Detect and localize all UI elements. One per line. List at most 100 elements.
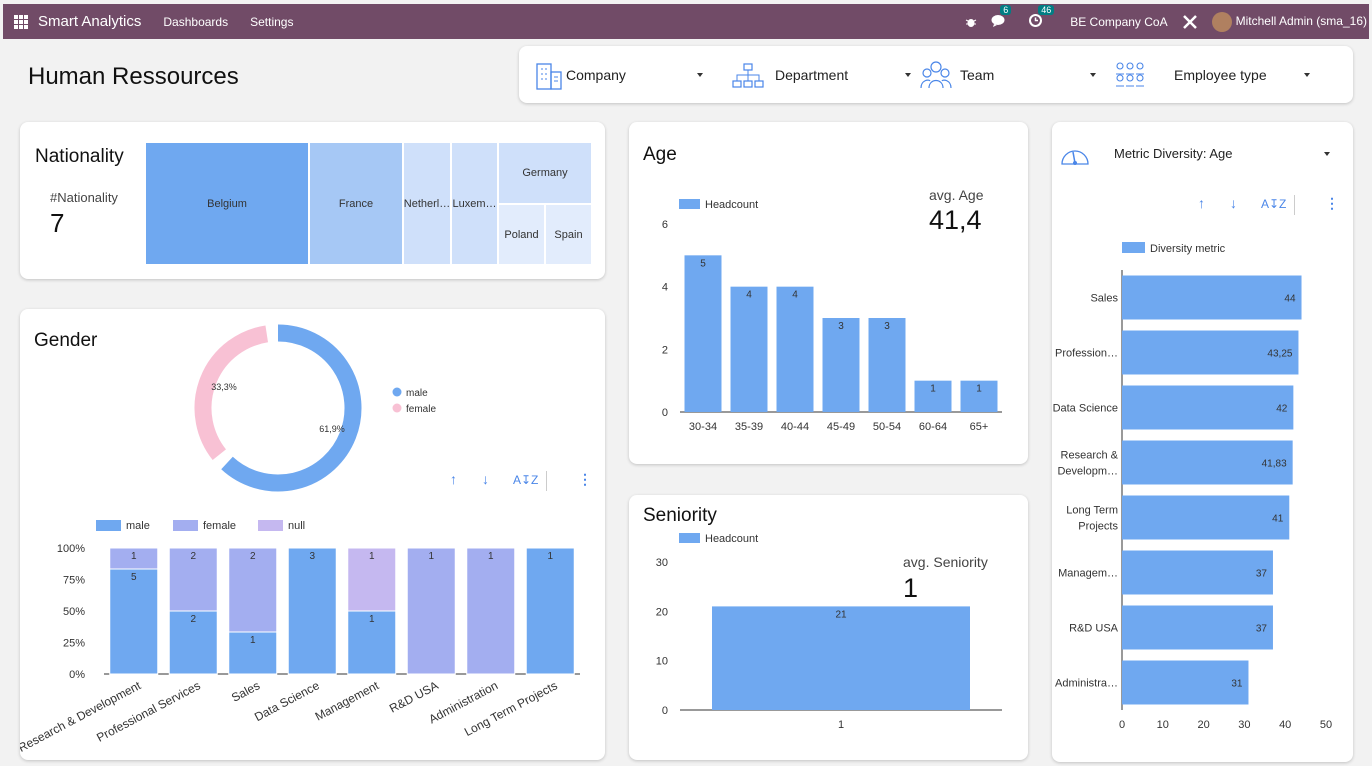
age-card: Age avg. Age 41,4 Headcount 0 2 4 6 5 30-34 4 35… xyxy=(629,122,1028,464)
bar xyxy=(822,318,860,412)
filter-department-label: Department xyxy=(775,67,849,83)
filter-department[interactable]: Department xyxy=(732,46,927,103)
tools-icon[interactable] xyxy=(1182,14,1198,30)
bar xyxy=(1122,275,1302,320)
filter-employee-type-label: Employee type xyxy=(1174,67,1267,83)
sort-alpha-icon[interactable]: A↧Z xyxy=(513,473,539,487)
y-tick-label: Managem… xyxy=(1058,568,1118,580)
y-tick-label: 30 xyxy=(656,557,668,569)
sort-descending-icon[interactable]: ↓ xyxy=(482,471,489,487)
stacked-bar-segment xyxy=(525,547,575,675)
divider xyxy=(546,471,547,491)
y-tick-label: 0% xyxy=(69,669,85,681)
x-tick-label: 40 xyxy=(1279,719,1291,731)
y-tick-label: Long Term Projects xyxy=(1066,505,1118,533)
filter-team[interactable]: Team xyxy=(920,46,1110,103)
treemap-cell[interactable]: Belgium xyxy=(145,142,309,265)
bar xyxy=(1122,605,1273,650)
bar-value-label: 41 xyxy=(1272,514,1284,525)
apps-menu-icon[interactable] xyxy=(14,14,28,29)
bar xyxy=(914,380,952,412)
app-name[interactable]: Smart Analytics xyxy=(38,13,142,30)
bar-value-label: 3 xyxy=(838,321,844,332)
y-tick-label: 0 xyxy=(662,705,668,717)
legend-label: Headcount xyxy=(705,199,758,211)
bar-value-label: 4 xyxy=(746,290,752,301)
debug-bug-icon[interactable] xyxy=(965,16,977,28)
sort-ascending-icon[interactable]: ↑ xyxy=(450,471,457,487)
x-tick-label: Management xyxy=(313,678,382,724)
treemap-cell[interactable]: Germany xyxy=(498,142,592,204)
bar-value-label: 1 xyxy=(488,551,494,562)
legend-label: male xyxy=(406,388,428,399)
gender-donut-chart: 61,9% 33,3% male female xyxy=(194,324,436,492)
gender-card: Gender 61,9% 33,3% male female ↑ ↓ A↧Z ⋮ ma… xyxy=(20,309,605,760)
people-grid-icon xyxy=(1116,62,1144,87)
bar xyxy=(776,286,814,412)
activities-button[interactable]: 46 xyxy=(1029,4,1055,30)
x-tick-label: Data Science xyxy=(252,678,322,724)
stacked-bar-segment xyxy=(168,547,218,612)
bar xyxy=(712,606,970,710)
y-tick-label: Research & Developm… xyxy=(1057,450,1118,478)
nav-dashboards[interactable]: Dashboards xyxy=(163,14,229,29)
x-tick-label: 40-44 xyxy=(781,421,809,433)
user-menu[interactable]: Mitchell Admin (sma_16) xyxy=(1211,11,1367,32)
treemap-cell[interactable]: Poland xyxy=(498,204,545,265)
y-tick-label: Data Science xyxy=(1053,403,1118,415)
x-tick-label: 10 xyxy=(1157,719,1169,731)
legend-swatch xyxy=(1122,242,1145,253)
more-options-icon[interactable]: ⋮ xyxy=(1325,195,1339,211)
bar xyxy=(1122,385,1294,430)
bar-value-label: 2 xyxy=(190,614,196,625)
bar-value-label: 1 xyxy=(428,551,434,562)
y-tick-label: 75% xyxy=(63,575,85,587)
company-switcher[interactable]: BE Company CoA xyxy=(1070,14,1168,29)
sort-descending-icon[interactable]: ↓ xyxy=(1230,195,1237,211)
gender-stacked-bar-chart: male female null0%25%50%75%100%51Research … xyxy=(20,520,580,755)
bar-value-label: 2 xyxy=(250,551,256,562)
treemap-cell[interactable]: Spain xyxy=(545,204,592,265)
x-tick-label: 50 xyxy=(1320,719,1332,731)
sort-ascending-icon[interactable]: ↑ xyxy=(1198,195,1205,211)
bar-value-label: 37 xyxy=(1256,569,1268,580)
legend-swatch xyxy=(679,533,700,543)
diversity-metric-selector[interactable]: Metric Diversity: Age xyxy=(1114,146,1233,161)
chevron-down-icon[interactable] xyxy=(1324,152,1330,156)
filter-employee-type[interactable]: Employee type xyxy=(1115,46,1315,103)
treemap-cell[interactable]: Luxem… xyxy=(451,142,498,265)
bar-value-label: 1 xyxy=(250,635,256,646)
x-tick-label: 45-49 xyxy=(827,421,855,433)
x-tick-label: 20 xyxy=(1197,719,1209,731)
seniority-kpi-label: avg. Seniority xyxy=(903,554,988,570)
treemap-cell[interactable]: Netherl… xyxy=(403,142,451,265)
seniority-kpi-value: 1 xyxy=(903,573,919,603)
messages-button[interactable]: 6 xyxy=(991,4,1012,30)
filter-company[interactable]: Company xyxy=(534,46,729,103)
bar-value-label: 1 xyxy=(976,384,982,395)
legend-label: female xyxy=(203,520,236,532)
x-tick-label: 30 xyxy=(1238,719,1250,731)
legend-label: male xyxy=(126,520,150,532)
top-navbar: Smart Analytics Dashboards Settings 6 46… xyxy=(3,4,1369,39)
y-tick-label: R&D USA xyxy=(1069,623,1119,635)
metric-selector-label: Metric Diversity: xyxy=(1114,146,1207,161)
legend-label: Headcount xyxy=(705,533,758,545)
sort-alpha-icon[interactable]: A↧Z xyxy=(1261,197,1287,211)
more-options-icon[interactable]: ⋮ xyxy=(578,471,592,487)
y-tick-label: 20 xyxy=(656,606,668,618)
nationality-treemap: Belgium France Netherl… Luxem… Germany P… xyxy=(145,142,592,265)
bar-value-label: 42 xyxy=(1276,404,1288,415)
treemap-cell[interactable]: France xyxy=(309,142,403,265)
org-chart-icon xyxy=(732,63,764,88)
metric-selector-value: Age xyxy=(1209,146,1233,161)
bar-value-label: 31 xyxy=(1231,679,1243,690)
age-bar-chart: Headcount 0 2 4 6 5 30-34 4 35-39 4 40-44 3 45-49 3 50… xyxy=(662,199,1002,433)
y-tick-label: 25% xyxy=(63,638,85,650)
filter-bar: Company Department Team Employee type xyxy=(519,46,1353,103)
age-kpi-value: 41,4 xyxy=(929,205,982,235)
seniority-bar-chart: Headcount 0 10 20 30 21 1 xyxy=(656,533,1002,731)
bar xyxy=(1122,550,1273,595)
bar xyxy=(1122,495,1290,540)
nav-settings[interactable]: Settings xyxy=(250,14,294,29)
